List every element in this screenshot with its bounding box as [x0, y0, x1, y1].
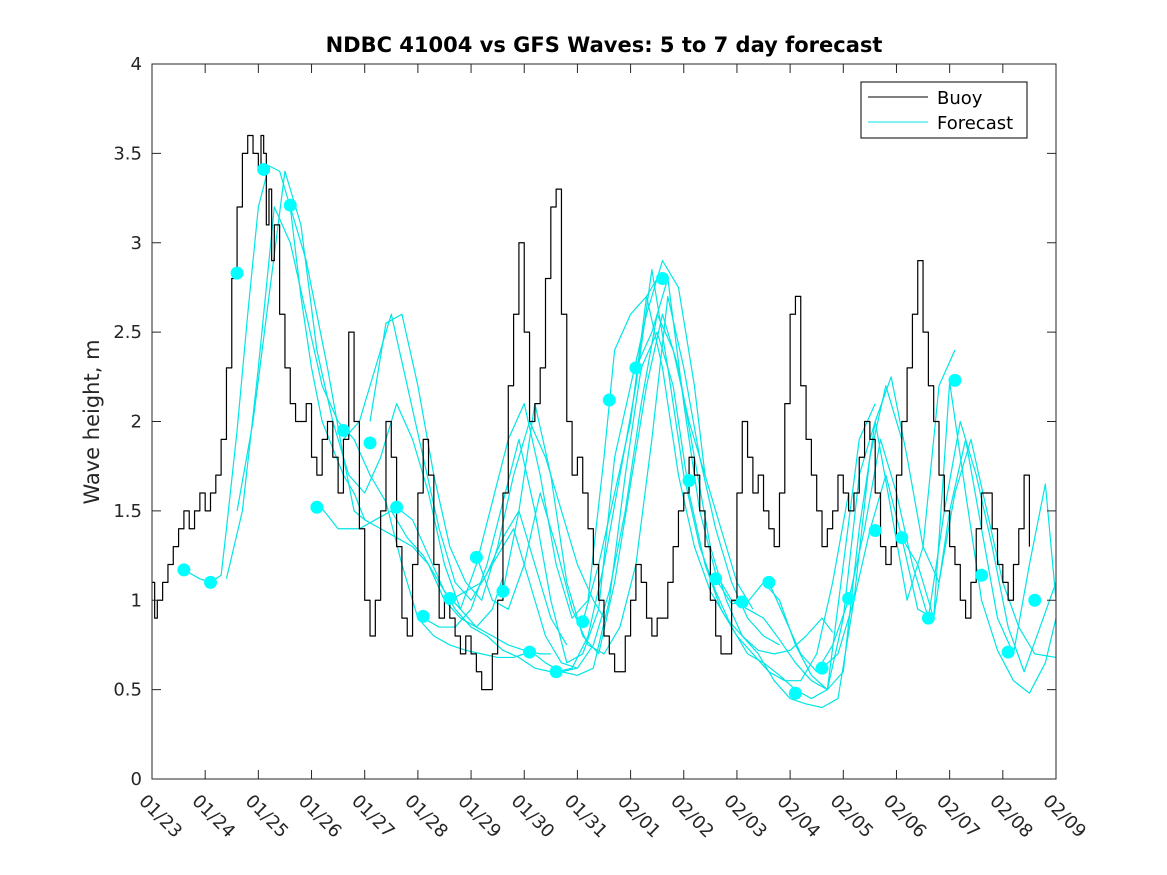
forecast-marker — [443, 591, 457, 605]
forecast-series-line — [475, 295, 780, 655]
forecast-marker — [390, 500, 404, 514]
forecast-marker — [496, 584, 510, 598]
y-tick-label: 1.5 — [113, 501, 142, 522]
forecast-marker — [762, 575, 776, 589]
forecast-series-line — [635, 277, 956, 691]
forecast-marker — [868, 524, 882, 538]
chart-title: NDBC 41004 vs GFS Waves: 5 to 7 day fore… — [326, 33, 883, 57]
forecast-lines — [183, 165, 1056, 709]
y-tick-label: 0.5 — [113, 680, 142, 701]
forecast-marker — [842, 591, 856, 605]
forecast-marker — [549, 665, 563, 679]
legend-forecast-label: Forecast — [937, 113, 1013, 134]
forecast-marker — [469, 550, 483, 564]
y-tick-label: 3.5 — [113, 143, 142, 164]
y-axis-label: Wave height, m — [80, 339, 104, 504]
forecast-series-line — [236, 170, 504, 628]
forecast-marker — [735, 595, 749, 609]
forecast-marker — [921, 611, 935, 625]
legend-buoy-label: Buoy — [937, 88, 983, 109]
forecast-marker — [230, 266, 244, 280]
y-tick-label: 2 — [131, 412, 142, 433]
forecast-marker — [975, 568, 989, 582]
y-tick-label: 3 — [131, 233, 142, 254]
forecast-series-line — [316, 501, 578, 673]
forecast-marker — [1028, 593, 1042, 607]
forecast-marker — [1001, 645, 1015, 659]
forecast-marker — [203, 575, 217, 589]
forecast-marker — [788, 686, 802, 700]
legend: Buoy Forecast — [860, 81, 1028, 139]
forecast-series-line — [556, 268, 876, 700]
forecast-marker — [283, 198, 297, 212]
forecast-marker — [895, 531, 909, 545]
y-tick-label: 4 — [131, 54, 142, 75]
forecast-marker — [177, 563, 191, 577]
forecast-marker — [363, 436, 377, 450]
forecast-marker — [576, 615, 590, 629]
forecast-series-line — [183, 165, 366, 583]
forecast-series-line — [502, 313, 834, 655]
forecast-series-line — [449, 313, 754, 669]
forecast-marker — [257, 162, 271, 176]
forecast-series-line — [289, 206, 551, 655]
forecast-marker — [709, 572, 723, 586]
y-tick-label: 1 — [131, 590, 142, 611]
forecast-marker — [310, 500, 324, 514]
forecast-series-line — [369, 313, 605, 619]
forecast-marker — [602, 393, 616, 407]
forecast-marker — [336, 423, 350, 437]
y-tick-label: 0 — [131, 769, 142, 790]
y-tick-label: 2.5 — [113, 322, 142, 343]
forecast-series-line — [422, 260, 706, 664]
forecast-marker — [655, 272, 669, 285]
forecast-marker — [523, 645, 537, 659]
forecast-markers — [177, 162, 1042, 700]
forecast-series-line — [342, 313, 568, 646]
legend-box — [860, 81, 1028, 139]
forecast-series-line — [225, 206, 525, 659]
forecast-series-line — [582, 295, 903, 709]
forecast-series-line — [715, 376, 1056, 691]
forecast-marker — [815, 661, 829, 675]
forecast-marker — [948, 373, 962, 387]
forecast-series-line — [396, 278, 658, 619]
forecast-series-line — [821, 381, 1056, 694]
forecast-marker — [629, 361, 643, 375]
forecast-marker — [682, 473, 696, 487]
forecast-marker — [416, 609, 430, 623]
